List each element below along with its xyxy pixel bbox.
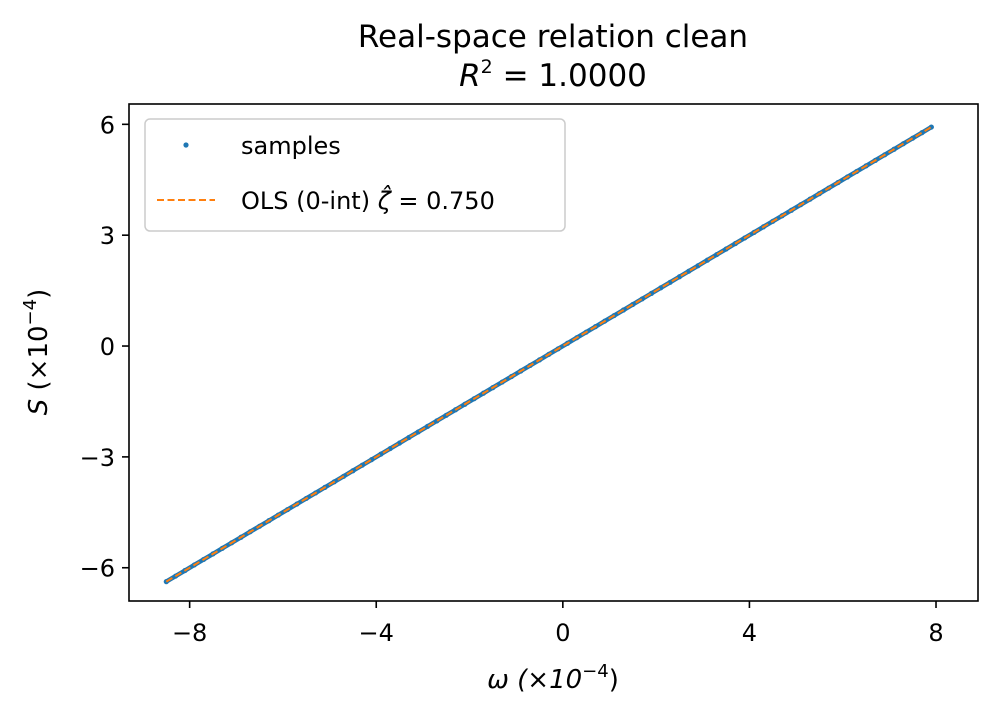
y-axis-label: S (×10−4) (20, 289, 54, 416)
y-tick-label: 0 (100, 333, 115, 361)
y-tick-label: −6 (80, 555, 115, 583)
subtitle-rest: = 1.0000 (493, 58, 647, 94)
chart-subtitle: R2 = 1.0000 (459, 56, 647, 94)
legend-box (144, 118, 566, 232)
legend: samples OLS (0-int) ζ̂ = 0.750 (144, 118, 566, 232)
legend-ols-rest: = 0.750 (391, 187, 495, 215)
x-axis: −8 −4 0 4 8 (172, 601, 944, 647)
subtitle-exponent: 2 (481, 56, 493, 78)
plot-marks (163, 124, 934, 585)
legend-ols-prefix: OLS (0-int) (241, 187, 378, 215)
y-axis-label-close: ) (24, 289, 54, 299)
y-axis-label-base: (×10 (24, 325, 54, 398)
y-axis: −6 −3 0 3 6 (80, 111, 129, 583)
chart-title: Real-space relation clean (358, 19, 748, 55)
y-tick-label: 3 (100, 222, 115, 250)
x-axis-label-exponent: −4 (582, 661, 609, 682)
x-axis-label: ω (×10−4) (487, 661, 619, 695)
y-tick-label: −3 (80, 444, 115, 472)
x-axis-label-close: ) (609, 665, 619, 695)
y-axis-label-symbol: S (24, 399, 54, 416)
subtitle-symbol: R (459, 58, 481, 94)
x-tick-label: 8 (928, 619, 943, 647)
y-tick-label: 6 (100, 111, 115, 139)
ols-fit-line (165, 126, 932, 583)
x-tick-label: 0 (555, 619, 570, 647)
legend-label-ols: OLS (0-int) ζ̂ = 0.750 (241, 185, 495, 215)
legend-label-samples: samples (241, 132, 341, 160)
x-tick-label: 4 (742, 619, 757, 647)
x-tick-label: −4 (359, 619, 394, 647)
x-tick-label: −8 (172, 619, 207, 647)
legend-marker-samples (183, 142, 189, 148)
y-axis-label-exponent: −4 (20, 299, 41, 326)
legend-ols-symbol: ζ̂ (377, 185, 393, 215)
x-axis-label-base: ω (×10 (487, 665, 582, 695)
